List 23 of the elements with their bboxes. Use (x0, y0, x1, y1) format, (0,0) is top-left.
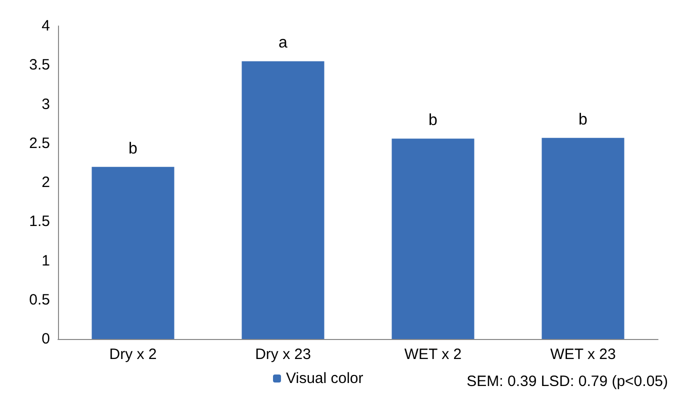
text: SEM: 0.39 LSD: 0.79 (p<0.05) (466, 373, 668, 390)
y-tick-label: 2.5 (29, 134, 50, 152)
y-tick-label: 3.5 (29, 56, 50, 74)
annotation: b (578, 111, 588, 128)
y-tick-label: 2 (42, 174, 50, 191)
y-tick-label: 0 (42, 330, 50, 348)
bar (242, 61, 324, 339)
annotation: a (278, 34, 288, 52)
x-tick-label: Dry x 23 (255, 346, 311, 363)
bar (542, 138, 624, 339)
y-tick-label: 1.5 (29, 213, 50, 230)
y-tick-label: 4 (42, 18, 50, 34)
x-tick-label: WET x 23 (550, 346, 616, 363)
annotation: b (428, 112, 438, 130)
bar (392, 138, 474, 339)
annotation: b (128, 140, 138, 158)
x-tick-label: WET x 2 (404, 346, 462, 363)
y-tick-label: 1 (42, 252, 50, 270)
legend-label: Visual color (286, 370, 364, 387)
bar (92, 166, 174, 339)
y-tick-label: 3 (42, 96, 50, 113)
y-tick-label: 0.5 (29, 291, 50, 308)
x-tick-label: Dry x 2 (109, 346, 157, 363)
